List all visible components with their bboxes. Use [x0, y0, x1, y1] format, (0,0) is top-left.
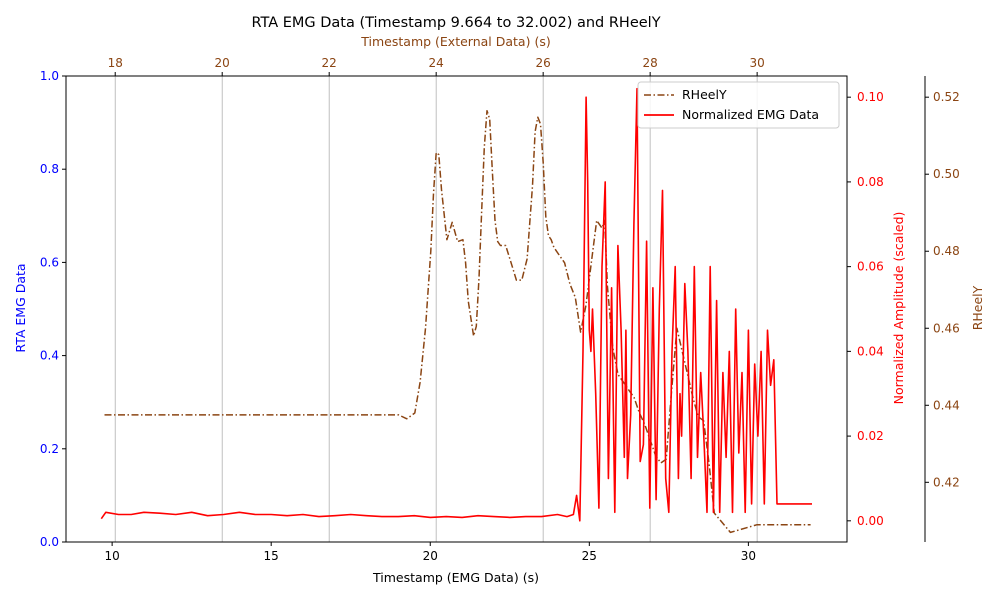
legend: RHeelY Normalized EMG Data: [637, 81, 840, 129]
x-top-tick-label-1: 20: [215, 56, 230, 70]
y-left-axis-label: RTA EMG Data: [13, 263, 28, 352]
axes-layer: [65, 75, 926, 543]
x-bottom-tick-label-1: 15: [264, 549, 279, 563]
ticks-layer: 10 15 20 25 30 18 20 22 24 26 28 30 0.0 0.2 0.4 0.6 0.8 1…: [40, 56, 960, 563]
series-layer: [100, 87, 812, 534]
y-left-tick-label-3: 0.6: [40, 255, 59, 269]
y-left-tick-label-5: 1.0: [40, 69, 59, 83]
y-right-1-tick-label-1: 0.02: [857, 429, 884, 443]
x-top-axis-label: Timestamp (External Data) (s): [360, 34, 550, 49]
y-right-2-tick-label-1: 0.44: [933, 398, 960, 412]
y-right-2-axis-label: RHeelY: [970, 285, 985, 330]
x-top-tick-label-6: 30: [749, 56, 764, 70]
x-bottom-tick-label-4: 30: [741, 549, 756, 563]
y-right-1-tick-label-2: 0.04: [857, 344, 884, 358]
y-right-1-tick-label-5: 0.10: [857, 90, 884, 104]
legend-rheely-label: RHeelY: [682, 87, 727, 102]
x-bottom-tick-label-0: 10: [104, 549, 119, 563]
y-left-tick-label-2: 0.4: [40, 349, 59, 363]
series-line-normalized-emg-data: [100, 87, 812, 522]
y-right-1-tick-label-3: 0.06: [857, 260, 884, 274]
chart-title: RTA EMG Data (Timestamp 9.664 to 32.002)…: [251, 15, 660, 31]
legend-box: [637, 81, 840, 129]
y-right-1-axis-label: Normalized Amplitude (scaled): [891, 212, 906, 405]
x-top-tick-label-2: 22: [322, 56, 337, 70]
y-right-2-tick-label-4: 0.50: [933, 167, 960, 181]
x-bottom-tick-label-2: 20: [423, 549, 438, 563]
y-right-2-tick-label-2: 0.46: [933, 321, 960, 335]
x-bottom-axis-label: Timestamp (EMG Data) (s): [372, 570, 539, 585]
x-top-tick-label-3: 24: [429, 56, 444, 70]
plot-frame: [65, 75, 848, 543]
x-top-tick-label-5: 28: [643, 56, 658, 70]
grid-layer: [114, 76, 758, 542]
y-right-2-tick-label-5: 0.52: [933, 90, 960, 104]
y-left-tick-label-1: 0.2: [40, 442, 59, 456]
x-top-tick-label-4: 26: [536, 56, 551, 70]
y-left-tick-label-0: 0.0: [40, 535, 59, 549]
x-top-tick-label-0: 18: [108, 56, 123, 70]
y-right-1-tick-label-4: 0.08: [857, 175, 884, 189]
y-right-1-tick-label-0: 0.00: [857, 514, 884, 528]
series-line-rheely: [104, 109, 811, 534]
legend-emg-label: Normalized EMG Data: [682, 107, 819, 122]
y-right-2-tick-label-3: 0.48: [933, 244, 960, 258]
y-left-tick-label-4: 0.8: [40, 162, 59, 176]
x-bottom-tick-label-3: 25: [582, 549, 597, 563]
y-right-2-tick-label-0: 0.42: [933, 475, 960, 489]
